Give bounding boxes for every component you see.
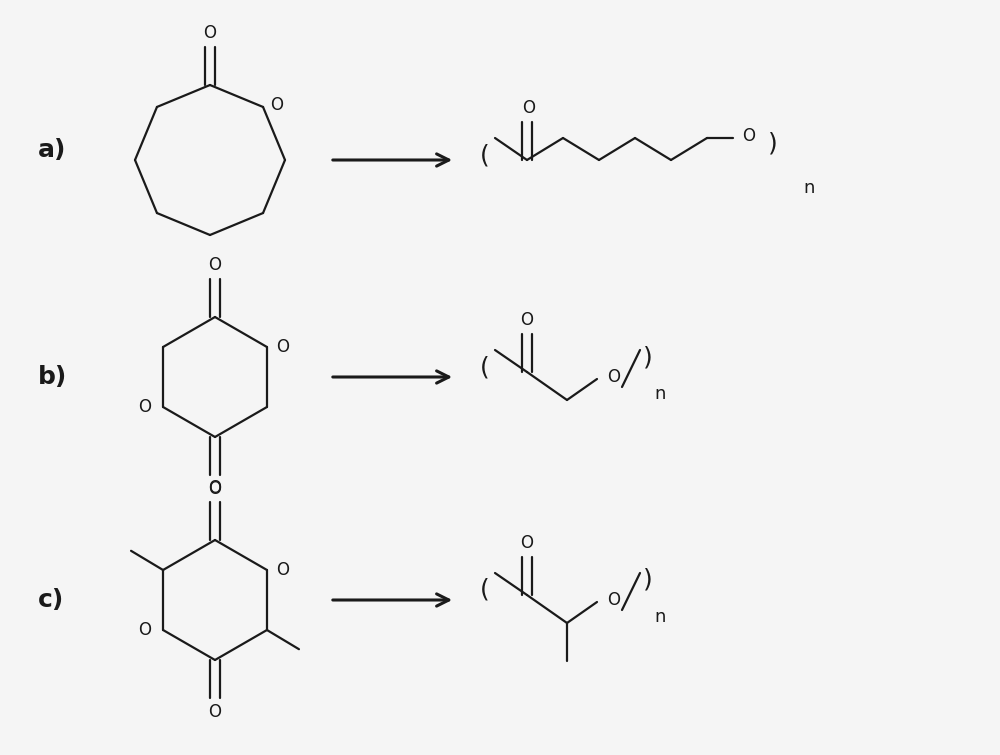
Text: O: O (520, 534, 534, 552)
Text: O: O (208, 479, 222, 497)
Text: c): c) (38, 588, 64, 612)
Text: ): ) (643, 568, 653, 592)
Text: O: O (139, 621, 152, 639)
Text: O: O (276, 338, 289, 356)
Text: (: ( (480, 355, 490, 379)
Text: O: O (208, 256, 222, 274)
Text: ): ) (643, 345, 653, 369)
Text: O: O (139, 398, 152, 416)
Text: O: O (271, 96, 284, 114)
Text: O: O (208, 480, 222, 498)
Text: O: O (608, 591, 620, 609)
Text: O: O (608, 368, 620, 386)
Text: O: O (522, 99, 535, 117)
Text: O: O (208, 703, 222, 721)
Text: n: n (654, 608, 666, 626)
Text: ): ) (768, 132, 778, 156)
Text: b): b) (38, 365, 67, 389)
Text: n: n (803, 179, 815, 197)
Text: n: n (654, 385, 666, 403)
Text: O: O (520, 311, 534, 329)
Text: (: ( (480, 578, 490, 602)
Text: (: ( (480, 144, 490, 168)
Text: O: O (204, 24, 216, 42)
Text: O: O (276, 561, 289, 579)
Text: O: O (743, 127, 756, 145)
Text: a): a) (38, 138, 66, 162)
